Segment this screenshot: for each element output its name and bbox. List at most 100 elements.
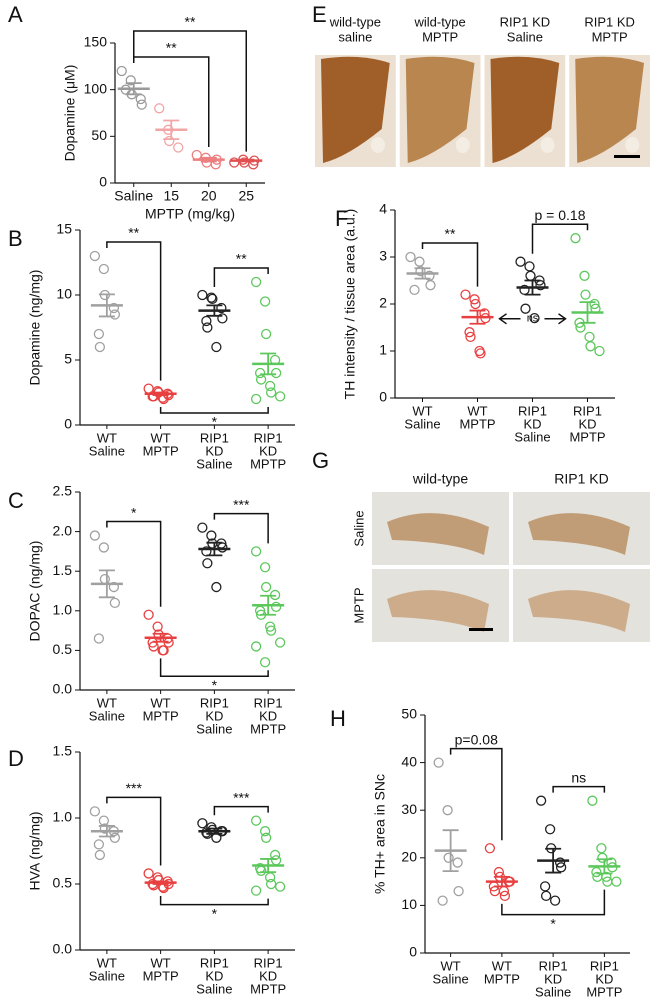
data-point <box>250 546 262 557</box>
x-tick-label: WT <box>97 430 117 445</box>
x-tick-label: KD <box>205 708 223 723</box>
data-point <box>143 609 154 620</box>
data-point <box>207 293 218 305</box>
data-point <box>206 292 217 303</box>
image-label: RIP1 KD <box>500 14 551 29</box>
y-tick-label: 0.0 <box>53 681 73 697</box>
x-tick-label: MPTP <box>586 984 622 999</box>
data-point <box>535 795 547 806</box>
data-point <box>464 327 475 338</box>
data-point <box>405 251 416 263</box>
error-bar <box>579 301 596 324</box>
data-point <box>584 331 595 343</box>
data-point <box>94 341 106 353</box>
data-point <box>270 601 282 612</box>
data-point <box>452 857 463 868</box>
data-point <box>250 393 262 405</box>
data-point <box>202 322 213 333</box>
scale-bar <box>469 628 493 631</box>
image-label: wild-type <box>329 14 381 29</box>
data-point <box>116 65 127 77</box>
data-point <box>442 805 453 816</box>
x-tick-label: WT <box>467 403 487 418</box>
data-point <box>469 294 480 305</box>
data-point <box>98 542 110 553</box>
data-point <box>229 157 240 168</box>
data-point <box>274 637 286 648</box>
striatum-image <box>490 56 560 163</box>
data-point <box>259 657 271 668</box>
data-point <box>206 530 217 541</box>
error-bar <box>206 304 223 317</box>
panel-letter: H <box>330 706 346 731</box>
data-point <box>433 757 444 768</box>
x-tick-label: Saline <box>514 429 550 444</box>
ventricle <box>540 137 555 153</box>
x-axis-label: MPTP (mg/kg) <box>145 206 235 222</box>
data-point <box>99 823 111 834</box>
x-tick-label: RIP1 <box>254 430 283 445</box>
error-bar <box>206 541 223 557</box>
x-tick-label: RIP1 <box>539 958 568 973</box>
data-point <box>152 621 163 632</box>
y-tick-label: 20 <box>401 849 417 865</box>
data-point <box>259 562 271 573</box>
data-point <box>579 270 590 281</box>
data-point <box>475 348 486 359</box>
data-point <box>524 261 535 272</box>
data-point <box>197 818 208 829</box>
error-bar <box>524 279 541 296</box>
panel-letter: F <box>335 206 348 231</box>
data-point <box>93 328 105 340</box>
data-point <box>250 885 262 896</box>
significance-bracket <box>531 223 589 254</box>
x-tick-label: Saline <box>89 968 125 983</box>
y-tick-label: 10 <box>401 896 417 912</box>
significance-bracket <box>213 512 269 544</box>
significance-bracket <box>133 30 247 152</box>
image-label: MPTP <box>592 29 628 44</box>
image-label: RIP1 KD <box>584 14 635 29</box>
y-tick-label: 1 <box>379 342 387 358</box>
annotation: ns <box>527 313 539 325</box>
x-tick-label: KD <box>544 971 562 986</box>
data-point <box>601 871 612 882</box>
y-tick-label: 0 <box>379 389 387 405</box>
y-tick-label: 3 <box>379 248 387 264</box>
data-point <box>570 233 581 244</box>
data-point <box>89 530 101 541</box>
panel-letter: C <box>8 488 24 513</box>
significance-label: * <box>131 504 137 520</box>
data-point <box>499 890 511 902</box>
data-point <box>264 621 276 632</box>
ventricle <box>370 137 385 153</box>
x-tick-label: RIP1 <box>200 695 229 710</box>
data-point <box>197 522 208 533</box>
data-point <box>143 868 154 879</box>
y-tick-label: 2 <box>379 295 387 311</box>
ventricle <box>625 137 640 153</box>
error-bar <box>163 119 180 141</box>
data-point <box>109 309 121 320</box>
y-tick-label: 40 <box>401 753 417 769</box>
ns-arrow <box>498 313 567 325</box>
data-point <box>540 890 552 902</box>
significance-bracket <box>449 747 503 841</box>
x-tick-label: KD <box>259 968 277 983</box>
data-point <box>554 857 566 868</box>
x-tick-label: 15 <box>163 188 179 204</box>
significance-label: * <box>212 677 218 693</box>
ventricle <box>455 137 470 153</box>
error-bar <box>238 158 255 163</box>
significance-bracket <box>159 407 269 414</box>
x-tick-label: Saline <box>89 708 125 723</box>
data-point <box>587 795 598 806</box>
error-bar <box>125 82 142 96</box>
significance-label: *** <box>233 789 250 805</box>
data-point <box>470 298 481 310</box>
data-point <box>539 881 551 892</box>
snc-stain <box>387 513 489 555</box>
panel-letter: G <box>312 448 329 473</box>
y-tick-label: 0 <box>99 174 107 190</box>
y-tick-label: 50 <box>401 706 417 722</box>
